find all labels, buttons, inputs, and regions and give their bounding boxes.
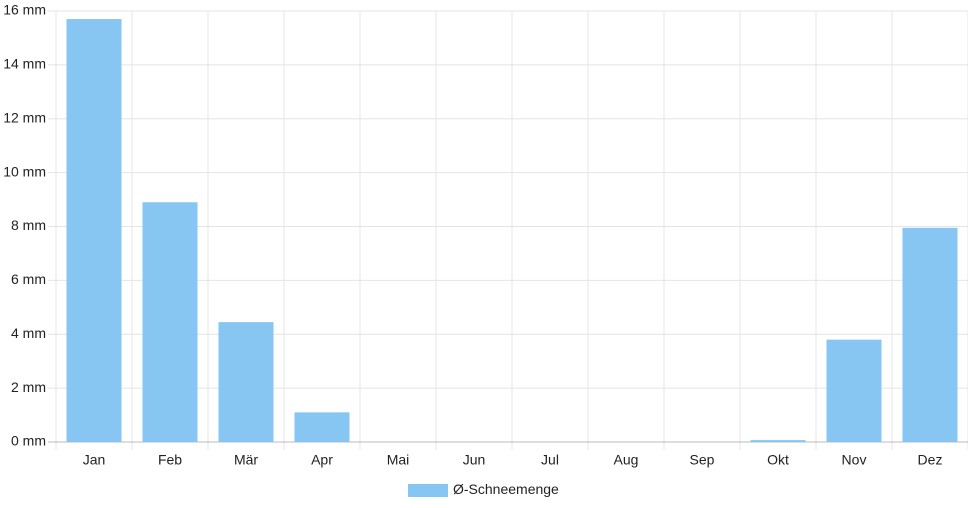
x-tick-label: Mär — [234, 452, 258, 468]
x-tick-label: Jun — [463, 452, 486, 468]
x-tick-label: Mai — [387, 452, 410, 468]
bar — [294, 412, 350, 442]
y-tick-label: 14 mm — [3, 56, 46, 72]
x-tick-label: Jan — [83, 452, 106, 468]
y-tick-label: 16 mm — [3, 2, 46, 18]
bar — [826, 339, 882, 442]
x-tick-label: Feb — [158, 452, 182, 468]
legend-label: Ø-Schneemenge — [453, 481, 559, 497]
y-tick-label: 4 mm — [11, 325, 46, 341]
y-tick-label: 2 mm — [11, 379, 46, 395]
x-tick-label: Nov — [842, 452, 867, 468]
bar — [218, 322, 274, 442]
x-tick-label: Dez — [918, 452, 943, 468]
x-tick-label: Okt — [767, 452, 789, 468]
y-tick-label: 0 mm — [11, 433, 46, 449]
x-tick-label: Aug — [614, 452, 639, 468]
x-tick-label: Sep — [690, 452, 715, 468]
bar — [750, 440, 806, 442]
bar — [66, 19, 122, 443]
bar — [142, 202, 198, 442]
x-tick-label: Jul — [541, 452, 559, 468]
x-tick-label: Apr — [311, 452, 333, 468]
bar — [902, 227, 958, 442]
y-tick-label: 12 mm — [3, 109, 46, 125]
legend-swatch — [408, 484, 448, 497]
y-tick-label: 6 mm — [11, 271, 46, 287]
y-tick-label: 8 mm — [11, 217, 46, 233]
y-tick-label: 10 mm — [3, 163, 46, 179]
